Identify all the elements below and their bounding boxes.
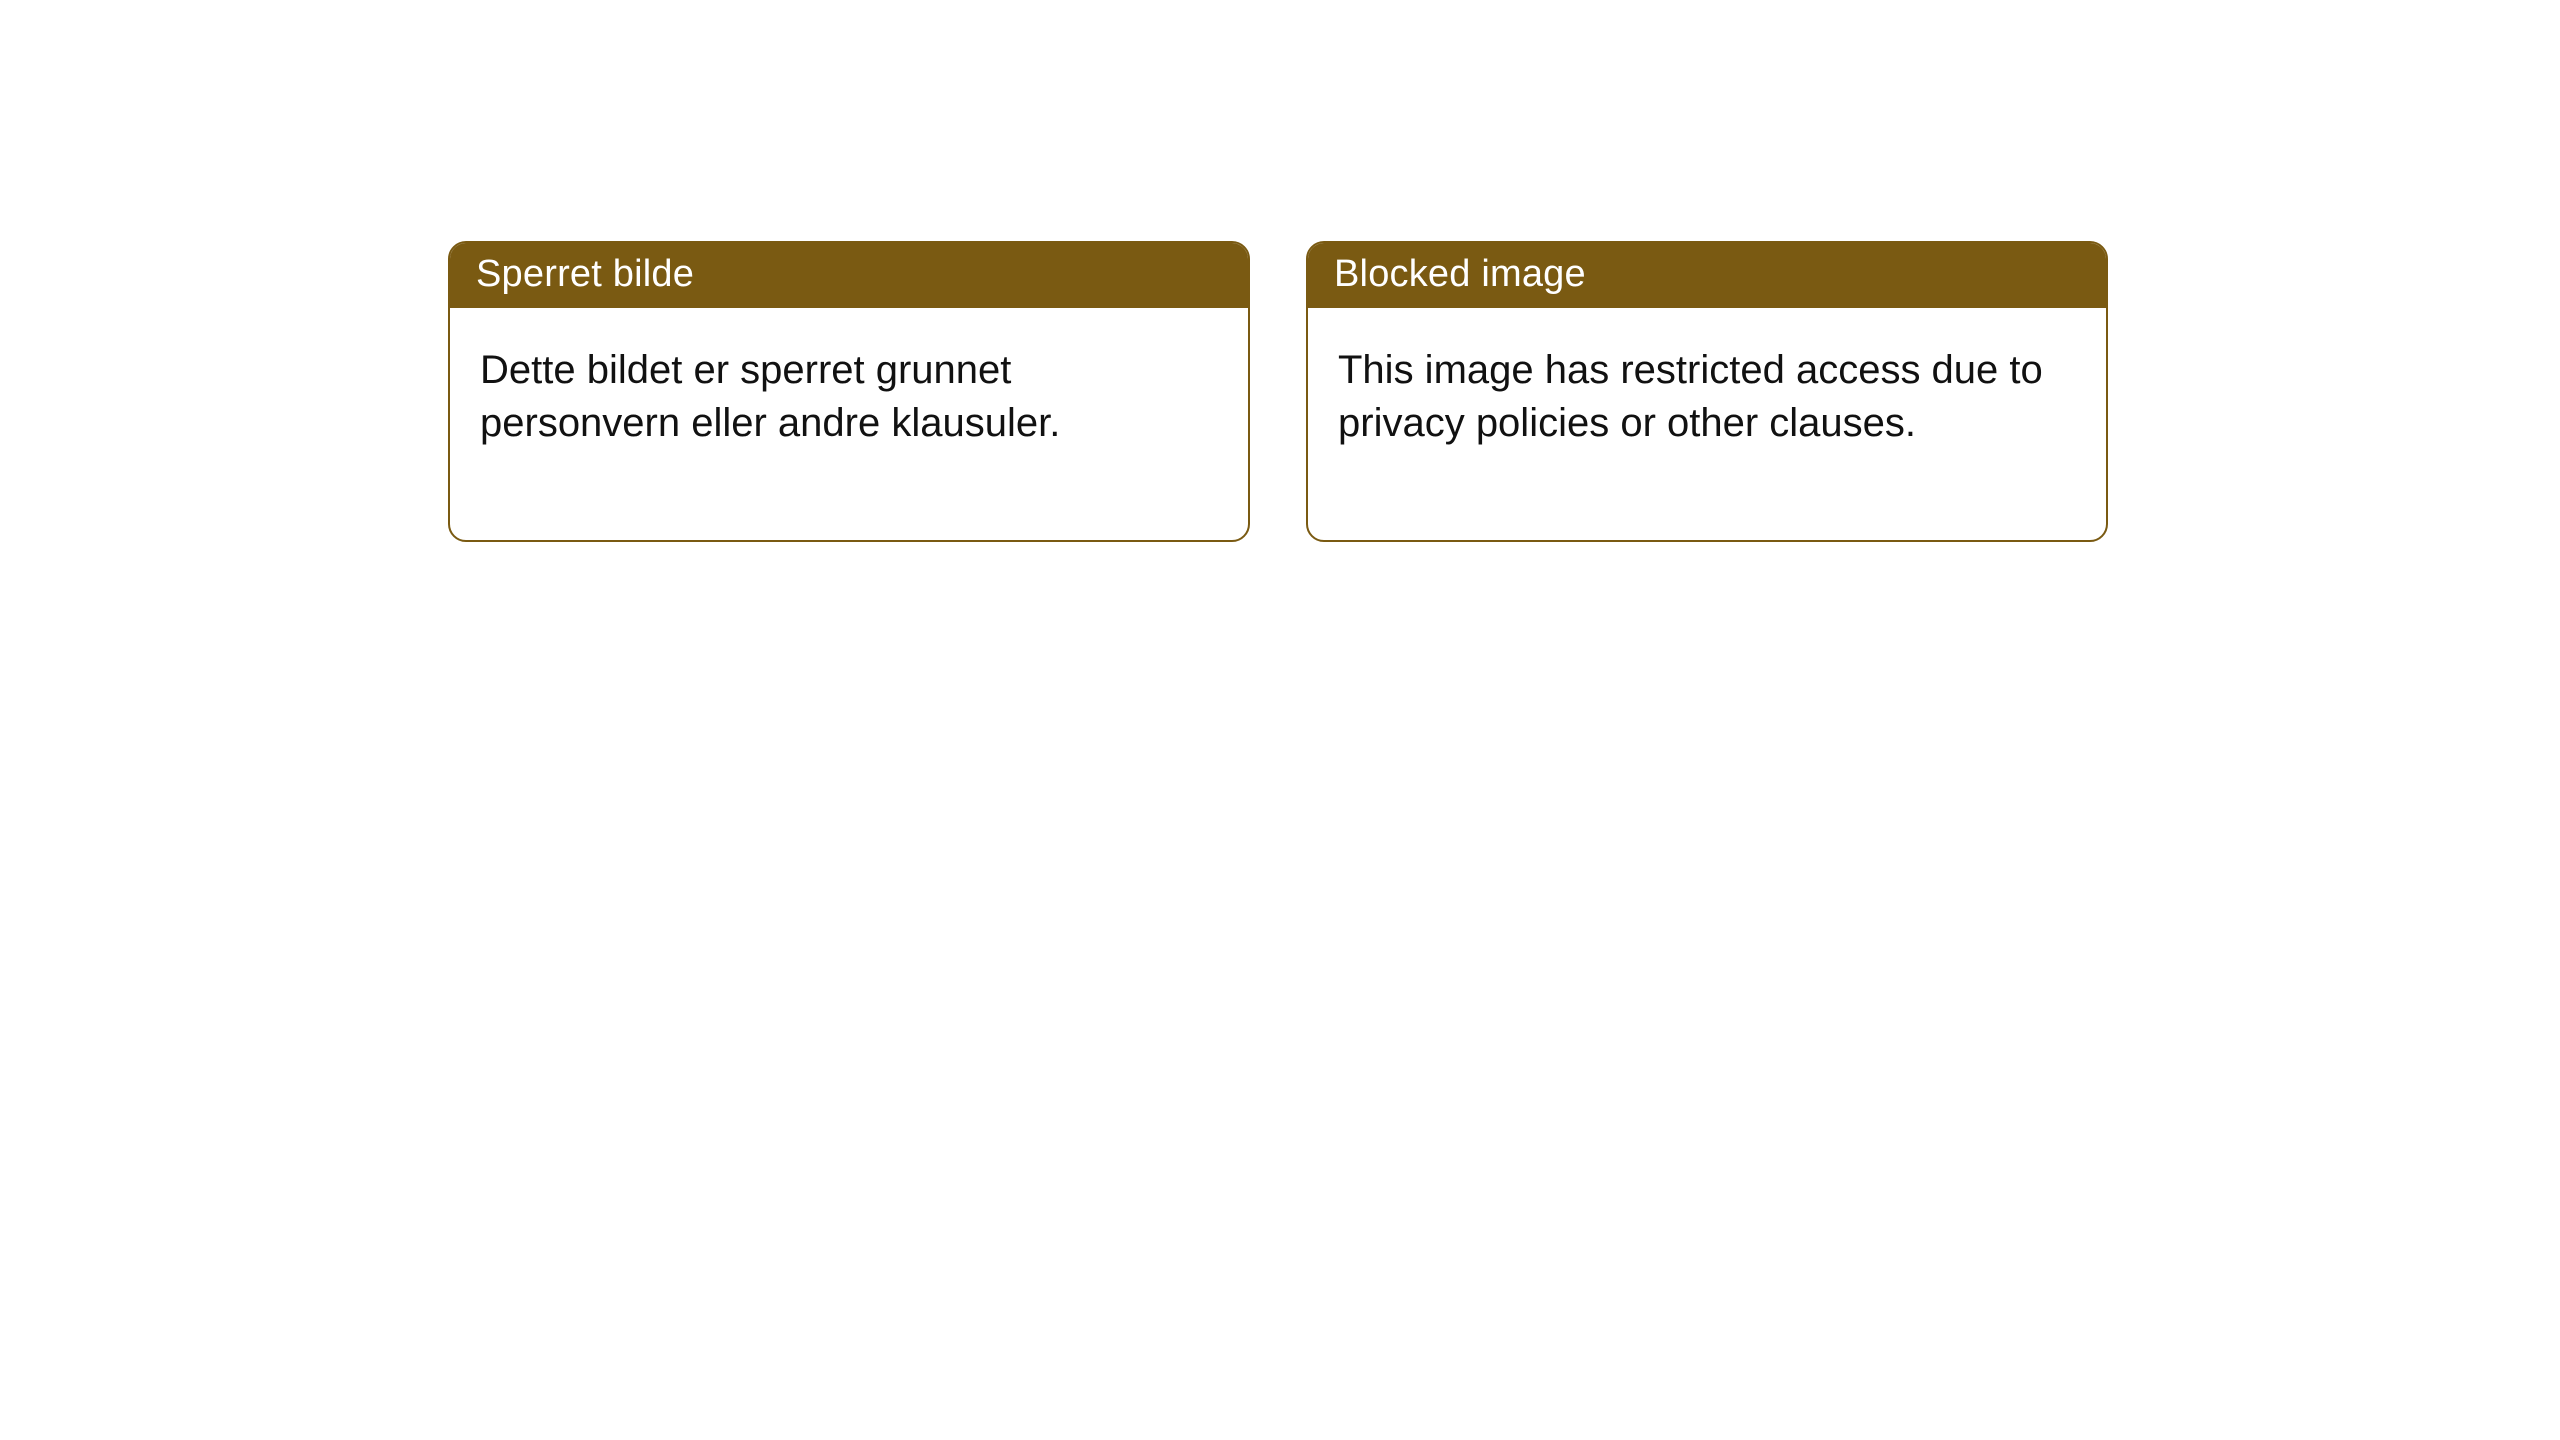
notice-card-no: Sperret bilde Dette bildet er sperret gr… xyxy=(448,241,1250,542)
notice-card-title-no: Sperret bilde xyxy=(450,243,1248,308)
notice-card-title-en: Blocked image xyxy=(1308,243,2106,308)
notice-card-en: Blocked image This image has restricted … xyxy=(1306,241,2108,542)
notice-container: Sperret bilde Dette bildet er sperret gr… xyxy=(0,0,2560,542)
notice-card-body-no: Dette bildet er sperret grunnet personve… xyxy=(450,308,1248,540)
notice-card-body-en: This image has restricted access due to … xyxy=(1308,308,2106,540)
